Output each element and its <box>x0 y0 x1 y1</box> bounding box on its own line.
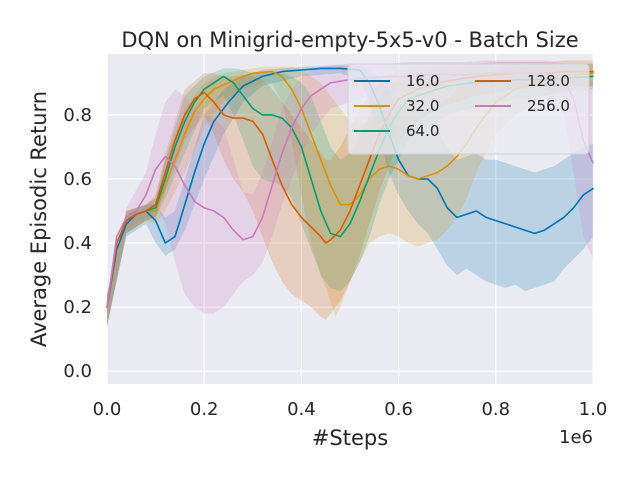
x-axis-label: #Steps <box>312 426 388 450</box>
x-tick-label: 1.0 <box>579 399 608 420</box>
x-tick-label: 0.2 <box>190 399 219 420</box>
band-series-64.0 <box>107 63 593 327</box>
x-tick-label: 0.0 <box>93 399 122 420</box>
legend: 16.0 32.0 64.0 128.0 256.0 <box>347 63 590 155</box>
y-axis-ticks: 0.0 0.2 0.4 0.6 0.8 <box>63 105 92 382</box>
legend-label: 16.0 <box>406 72 439 90</box>
x-tick-label: 0.4 <box>287 399 316 420</box>
band-series-256.0 <box>107 60 593 327</box>
legend-box <box>347 63 590 155</box>
legend-label: 256.0 <box>527 97 570 115</box>
legend-label: 32.0 <box>406 97 439 115</box>
y-tick-label: 0.8 <box>63 105 92 126</box>
legend-label: 64.0 <box>406 122 439 140</box>
legend-label: 128.0 <box>527 72 570 90</box>
y-tick-label: 0.2 <box>63 297 92 318</box>
y-axis-label: Average Episodic Return <box>27 91 51 347</box>
x-tick-label: 0.8 <box>481 399 510 420</box>
x-axis-offset-label: 1e6 <box>559 427 593 448</box>
chart-title: DQN on Minigrid-empty-5x5-v0 - Batch Siz… <box>121 28 578 52</box>
y-tick-label: 0.0 <box>63 361 92 382</box>
band-series-16.0 <box>107 65 593 327</box>
x-tick-label: 0.6 <box>384 399 413 420</box>
x-axis-ticks: 0.0 0.2 0.4 0.6 0.8 1.0 <box>93 399 608 420</box>
y-tick-label: 0.6 <box>63 169 92 190</box>
band-series-128.0 <box>107 60 593 327</box>
y-tick-label: 0.4 <box>63 233 92 254</box>
